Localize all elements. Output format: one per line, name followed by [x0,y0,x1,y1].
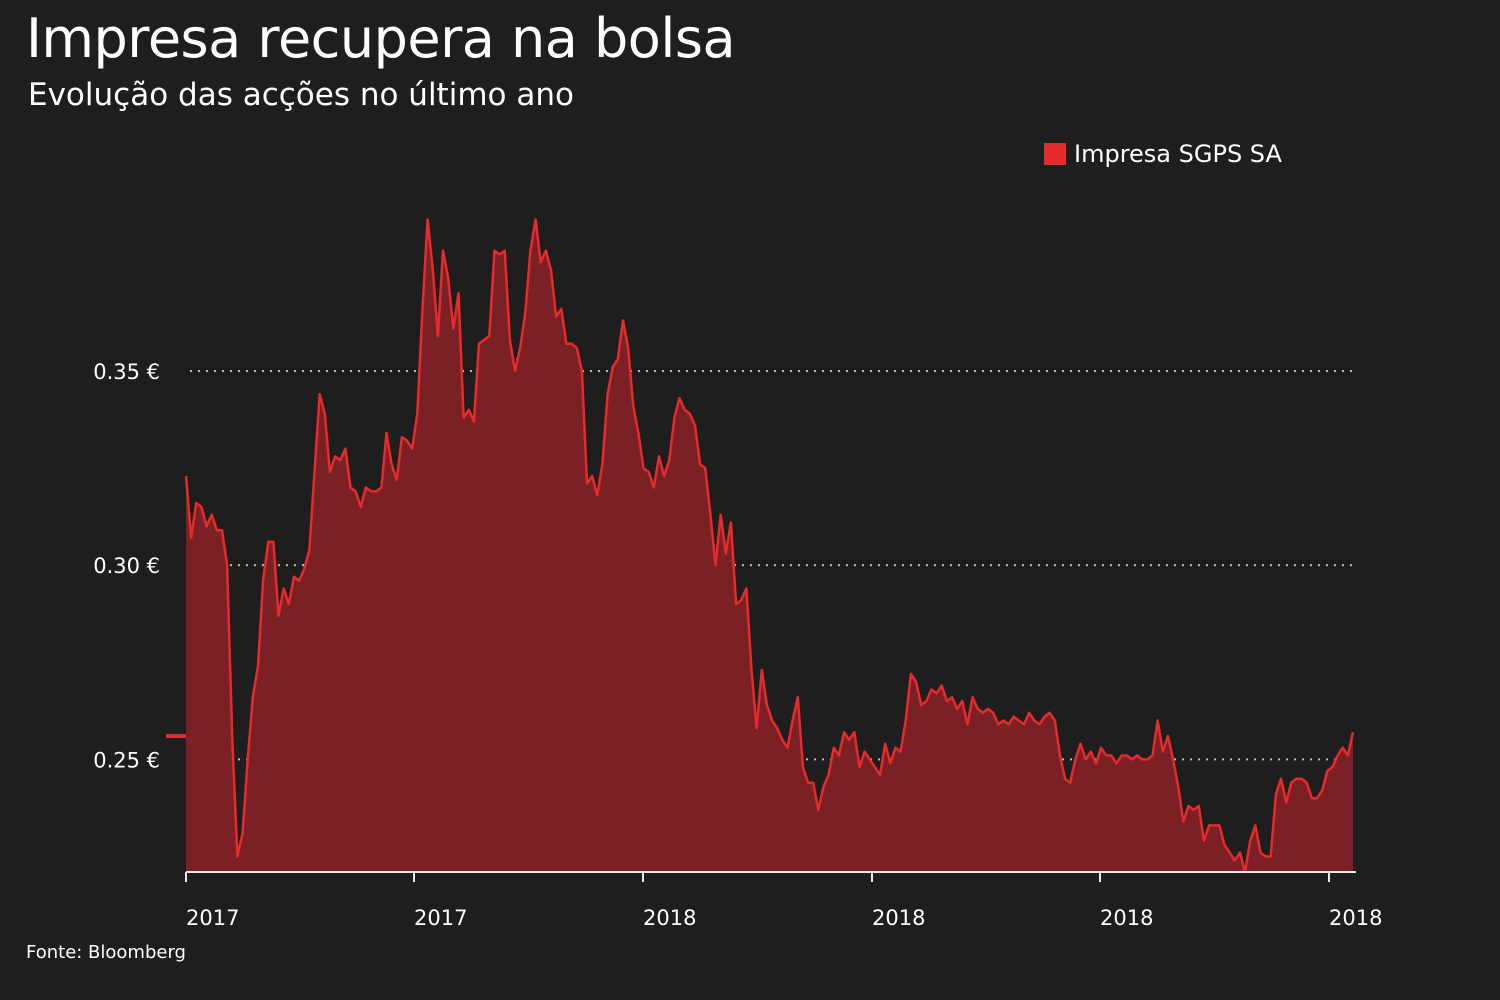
series-line [184,218,1355,874]
last-value-marker [166,734,186,739]
source-note: Fonte: Bloomberg [26,942,186,963]
x-tick-label: 2018 [1329,906,1382,930]
chart-subtitle: Evolução das acções no último ano [28,77,574,113]
x-tick-label: 2018 [1100,906,1153,930]
x-tick-label: 2017 [186,906,239,930]
x-tick-label: 2018 [872,906,925,930]
x-tick-label: 2018 [643,906,696,930]
y-tick-label: 0.25 € [93,748,160,772]
chart-title: Impresa recupera na bolsa [26,7,736,70]
legend: Impresa SGPS SA [1044,140,1282,168]
y-tick-label: 0.35 € [93,360,160,384]
series-area [186,219,1353,872]
x-tick-label: 2017 [414,906,467,930]
legend-swatch [1044,143,1066,165]
legend-label: Impresa SGPS SA [1074,140,1282,168]
y-tick-label: 0.30 € [93,554,160,578]
x-axis-ticks: 2017 2017 2018 2018 2018 2018 [185,872,1382,930]
y-axis-ticks: 0.25 € 0.30 € 0.35 € [93,360,160,772]
